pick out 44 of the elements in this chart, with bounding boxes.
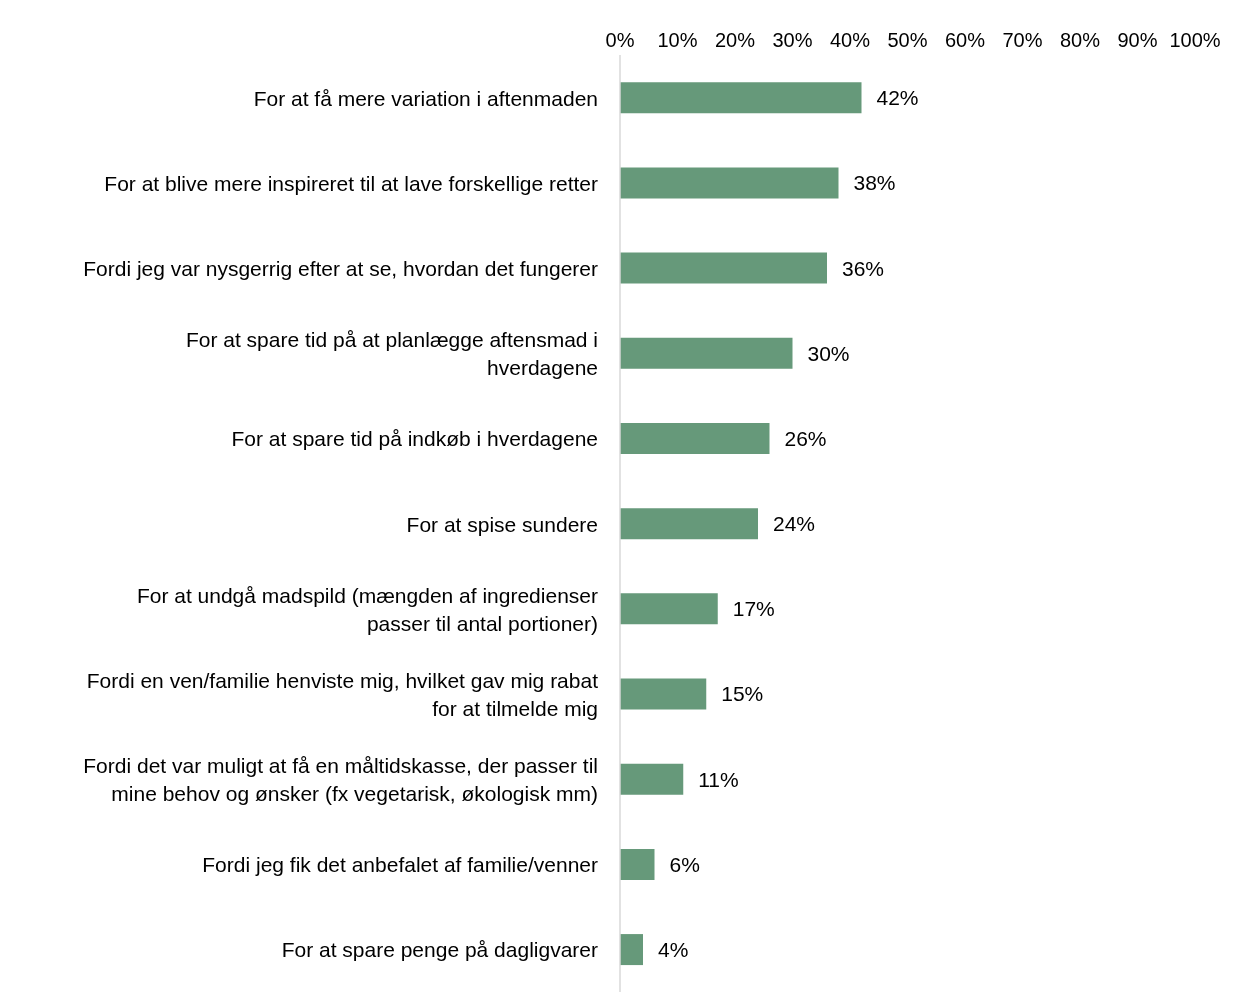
y-tick-label: Fordi jeg fik det anbefalet af familie/venner [202, 852, 599, 876]
x-tick-label: 30% [772, 29, 813, 51]
x-tick-label: 60% [944, 29, 986, 51]
x-tick-label: 100% [1169, 29, 1221, 51]
y-tick-label: Fordi jeg var nysgerrig efter at se, hvordan det fungerer [83, 256, 598, 280]
data-label: 26% [784, 426, 827, 450]
bar [620, 82, 862, 114]
data-label: 4% [658, 938, 689, 962]
y-tick-label: For at undgå madspild (mængden af ingredienser passer til antal portioner) [136, 583, 598, 635]
bar [620, 337, 793, 369]
y-tick-label: For at få mere variation i aftenmaden [253, 86, 598, 110]
y-tick-label: For at spare tid på at planlægge aftensmad i hverdagene [185, 327, 598, 379]
bar [620, 934, 643, 966]
bar [620, 167, 839, 199]
y-tick-label: For at spare tid på indkøb i hverdagene [231, 426, 598, 450]
data-label: 30% [807, 341, 850, 365]
data-label: 11% [698, 767, 739, 791]
data-label: 15% [721, 682, 764, 706]
bar [620, 848, 655, 880]
bar [620, 508, 758, 540]
y-tick-label: Fordi det var muligt at få en måltidskasse, der passer til mine behov og ønsker (fx vegetarisk, økologisk mm) [83, 753, 598, 805]
x-tick-label: 70% [1002, 29, 1043, 51]
bar [620, 593, 718, 625]
data-label: 24% [773, 512, 816, 536]
x-tick-label: 20% [714, 29, 756, 51]
data-label: 6% [669, 852, 700, 876]
y-tick-label: For at spise sundere [406, 512, 598, 535]
x-tick-label: 90% [1117, 29, 1158, 51]
bar [620, 678, 707, 710]
x-tick-label: 0% [605, 29, 635, 51]
bar [620, 763, 684, 795]
bar [620, 422, 770, 454]
y-tick-label: For at blive mere inspireret til at lave forskellige retter [104, 171, 598, 195]
bar [620, 252, 827, 284]
x-tick-label: 10% [657, 29, 698, 51]
x-tick-label: 80% [1059, 29, 1101, 51]
y-tick-label: For at spare penge på dagligvarer [281, 937, 598, 961]
y-tick-label: Fordi en ven/familie henviste mig, hvilket gav mig rabat for at tilmelde mig [86, 668, 599, 720]
data-label: 36% [842, 256, 885, 280]
data-label: 38% [853, 171, 896, 195]
x-tick-label: 40% [829, 29, 871, 51]
data-label: 17% [732, 597, 775, 621]
data-label: 42% [876, 86, 919, 110]
x-tick-label: 50% [887, 29, 928, 51]
